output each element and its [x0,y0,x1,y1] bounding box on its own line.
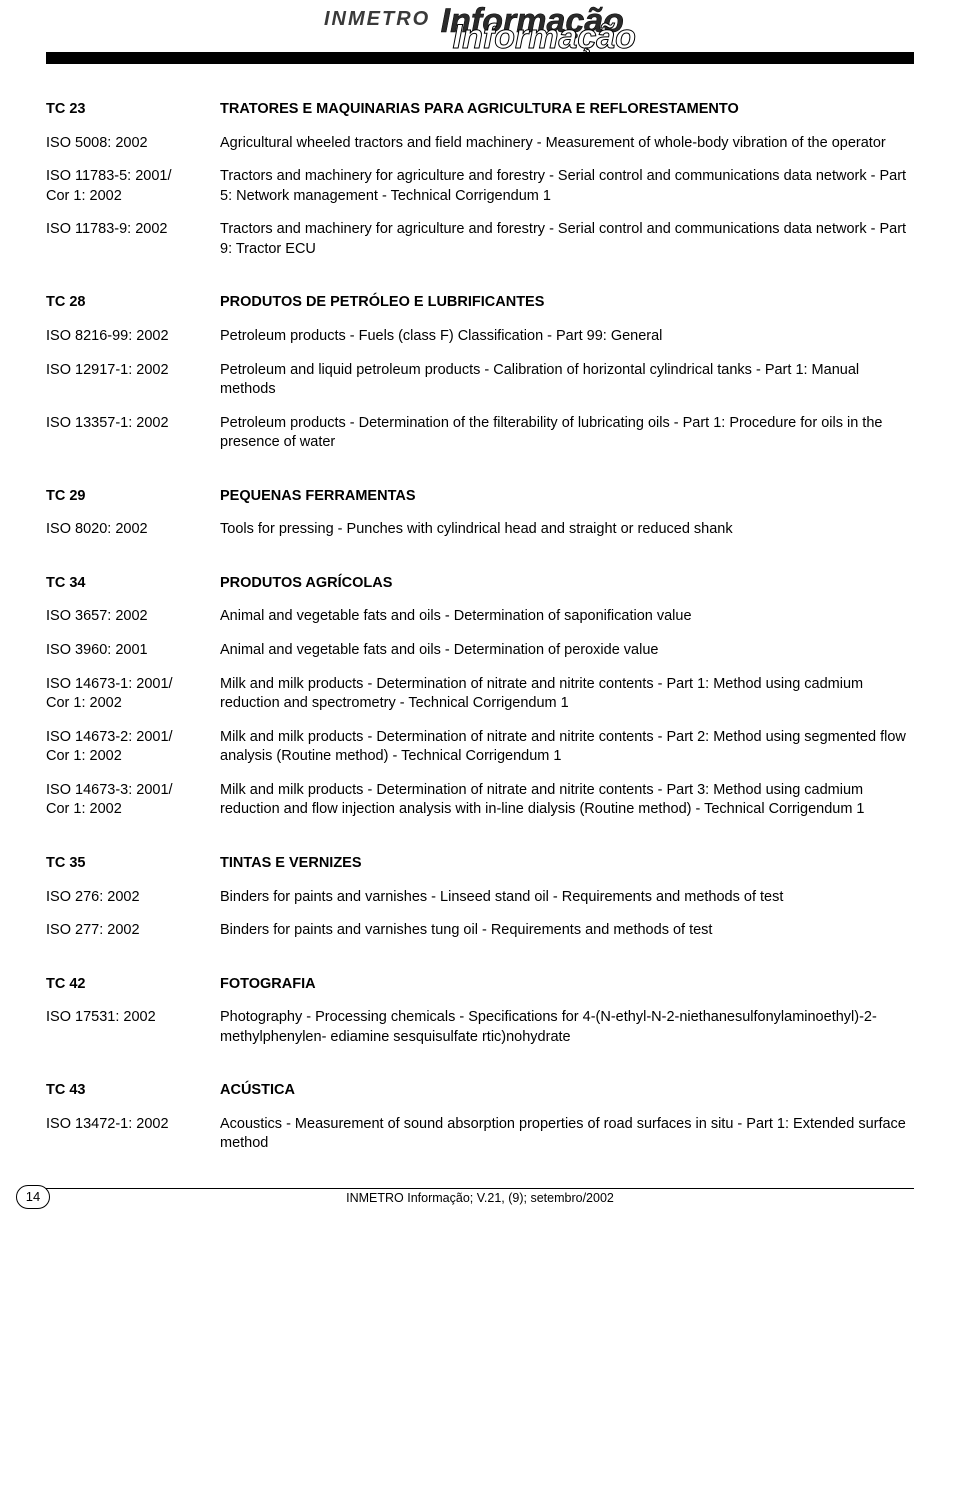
standard-row: ISO 277: 2002Binders for paints and varn… [46,921,914,941]
standard-row: ISO 14673-2: 2001/ Cor 1: 2002Milk and m… [46,728,914,767]
page-footer: 14 INMETRO Informação; V.21, (9); setemb… [46,1188,914,1205]
section: TC 23TRATORES E MAQUINARIAS PARA AGRICUL… [46,100,914,259]
section: TC 43ACÚSTICAISO 13472-1: 2002Acoustics … [46,1081,914,1154]
section-title: ACÚSTICA [220,1081,914,1101]
standard-description: Tools for pressing - Punches with cylind… [220,520,914,540]
section-code: TC 23 [46,100,220,120]
standard-code: ISO 5008: 2002 [46,134,220,154]
section-header-row: TC 43ACÚSTICA [46,1081,914,1101]
section: TC 34PRODUTOS AGRÍCOLASISO 3657: 2002Ani… [46,574,914,820]
logo-word-shadow: Informação [453,22,636,53]
standard-row: ISO 3960: 2001Animal and vegetable fats … [46,641,914,661]
standard-code: ISO 3657: 2002 [46,607,220,627]
standard-description: Agricultural wheeled tractors and field … [220,134,914,154]
standard-row: ISO 14673-1: 2001/ Cor 1: 2002Milk and m… [46,675,914,714]
standard-row: ISO 17531: 2002Photography - Processing … [46,1008,914,1047]
standard-row: ISO 3657: 2002Animal and vegetable fats … [46,607,914,627]
standard-row: ISO 14673-3: 2001/ Cor 1: 2002Milk and m… [46,781,914,820]
standard-row: ISO 11783-5: 2001/ Cor 1: 2002Tractors a… [46,167,914,206]
standard-code: ISO 8020: 2002 [46,520,220,540]
standard-description: Animal and vegetable fats and oils - Det… [220,607,914,627]
standard-row: ISO 8216-99: 2002Petroleum products - Fu… [46,327,914,347]
header-black-bar [46,52,914,64]
footer-rule [46,1188,914,1189]
standard-row: ISO 276: 2002Binders for paints and varn… [46,888,914,908]
standard-description: Binders for paints and varnishes tung oi… [220,921,914,941]
standard-description: Animal and vegetable fats and oils - Det… [220,641,914,661]
section-header-row: TC 23TRATORES E MAQUINARIAS PARA AGRICUL… [46,100,914,120]
standard-code: ISO 8216-99: 2002 [46,327,220,347]
standard-description: Tractors and machinery for agriculture a… [220,220,914,259]
page-header: INMETRO Informação Informação [46,0,914,74]
section-header-row: TC 34PRODUTOS AGRÍCOLAS [46,574,914,594]
section: TC 42FOTOGRAFIAISO 17531: 2002Photograph… [46,975,914,1048]
standard-code: ISO 11783-9: 2002 [46,220,220,259]
standard-code: ISO 13472-1: 2002 [46,1115,220,1154]
standard-code: ISO 17531: 2002 [46,1008,220,1047]
standard-row: ISO 12917-1: 2002Petroleum and liquid pe… [46,361,914,400]
standard-code: ISO 277: 2002 [46,921,220,941]
brand-text: INMETRO [324,10,430,28]
section-code: TC 34 [46,574,220,594]
footer-citation: INMETRO Informação; V.21, (9); setembro/… [46,1191,914,1205]
standard-row: ISO 11783-9: 2002Tractors and machinery … [46,220,914,259]
section-code: TC 43 [46,1081,220,1101]
section-header-row: TC 28PRODUTOS DE PETRÓLEO E LUBRIFICANTE… [46,293,914,313]
standard-code: ISO 12917-1: 2002 [46,361,220,400]
standard-row: ISO 13472-1: 2002Acoustics - Measurement… [46,1115,914,1154]
logo-word-wrap: Informação Informação [441,6,624,37]
section-title: PRODUTOS DE PETRÓLEO E LUBRIFICANTES [220,293,914,313]
section-title: TINTAS E VERNIZES [220,854,914,874]
standard-code: ISO 14673-2: 2001/ Cor 1: 2002 [46,728,220,767]
page-container: INMETRO Informação Informação TC 23TRATO… [0,0,960,1247]
standard-description: Petroleum products - Fuels (class F) Cla… [220,327,914,347]
standard-code: ISO 14673-1: 2001/ Cor 1: 2002 [46,675,220,714]
standard-description: Petroleum and liquid petroleum products … [220,361,914,400]
section: TC 35TINTAS E VERNIZESISO 276: 2002Binde… [46,854,914,941]
standard-description: Milk and milk products - Determination o… [220,781,914,820]
standard-description: Milk and milk products - Determination o… [220,728,914,767]
header-logo: INMETRO Informação Informação [324,6,624,37]
standard-code: ISO 14673-3: 2001/ Cor 1: 2002 [46,781,220,820]
standard-row: ISO 5008: 2002Agricultural wheeled tract… [46,134,914,154]
section-title: PRODUTOS AGRÍCOLAS [220,574,914,594]
standard-description: Tractors and machinery for agriculture a… [220,167,914,206]
section-code: TC 35 [46,854,220,874]
standard-code: ISO 13357-1: 2002 [46,414,220,453]
section-code: TC 42 [46,975,220,995]
standard-row: ISO 13357-1: 2002Petroleum products - De… [46,414,914,453]
standard-description: Binders for paints and varnishes - Linse… [220,888,914,908]
standard-row: ISO 8020: 2002Tools for pressing - Punch… [46,520,914,540]
standard-description: Acoustics - Measurement of sound absorpt… [220,1115,914,1154]
standard-code: ISO 3960: 2001 [46,641,220,661]
sections-container: TC 23TRATORES E MAQUINARIAS PARA AGRICUL… [46,100,914,1154]
section-header-row: TC 42FOTOGRAFIA [46,975,914,995]
section-header-row: TC 35TINTAS E VERNIZES [46,854,914,874]
standard-code: ISO 276: 2002 [46,888,220,908]
standard-description: Petroleum products - Determination of th… [220,414,914,453]
section-title: FOTOGRAFIA [220,975,914,995]
section-title: TRATORES E MAQUINARIAS PARA AGRICULTURA … [220,100,914,120]
standard-description: Photography - Processing chemicals - Spe… [220,1008,914,1047]
page-number: 14 [16,1185,50,1209]
section-code: TC 28 [46,293,220,313]
section: TC 28PRODUTOS DE PETRÓLEO E LUBRIFICANTE… [46,293,914,452]
standard-code: ISO 11783-5: 2001/ Cor 1: 2002 [46,167,220,206]
standard-description: Milk and milk products - Determination o… [220,675,914,714]
section: TC 29PEQUENAS FERRAMENTASISO 8020: 2002T… [46,487,914,540]
section-code: TC 29 [46,487,220,507]
section-header-row: TC 29PEQUENAS FERRAMENTAS [46,487,914,507]
section-title: PEQUENAS FERRAMENTAS [220,487,914,507]
